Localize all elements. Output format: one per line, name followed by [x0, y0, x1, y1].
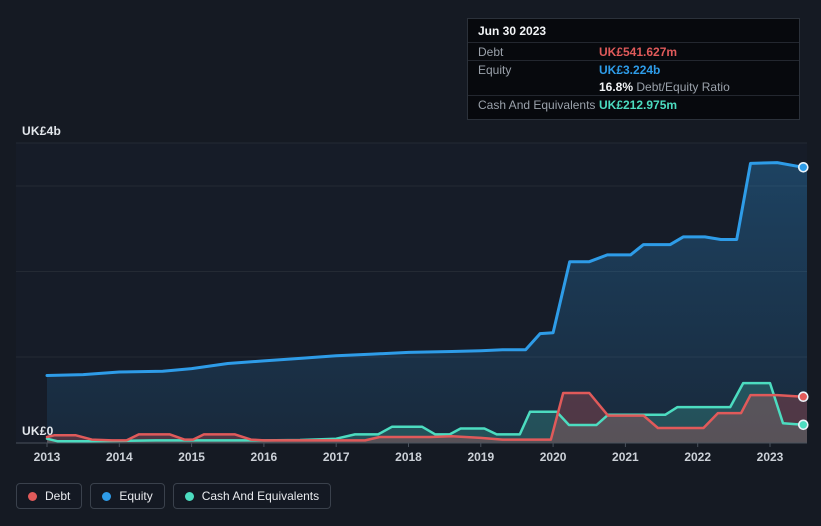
tooltip-divider — [468, 95, 799, 96]
cash-endpoint — [797, 419, 809, 431]
cash-area — [47, 383, 807, 443]
x-axis-year-label: 2017 — [322, 450, 350, 464]
debt-line — [45, 391, 809, 442]
tooltip-equity-value: UK£3.224b — [599, 62, 661, 77]
tooltip-equity-row: Equity UK£3.224b — [468, 61, 799, 78]
x-axis-year-label: 2022 — [684, 450, 712, 464]
tooltip-cash-value: UK£212.975m — [599, 97, 678, 112]
tooltip-divider — [468, 42, 799, 43]
tooltip-cash-row: Cash And Equivalents UK£212.975m — [468, 96, 799, 113]
debt-dot-icon — [28, 491, 37, 501]
x-axis-year-label: 2020 — [539, 450, 567, 464]
equity-area — [47, 162, 807, 443]
chart-legend: Debt Equity Cash And Equivalents — [16, 483, 332, 509]
tooltip-debt-label: Debt — [478, 44, 504, 59]
debt-endpoint — [797, 391, 809, 403]
tooltip-debt-value: UK£541.627m — [599, 44, 678, 59]
x-axis-year-label: 2015 — [178, 450, 205, 464]
x-axis-year-label: 2016 — [250, 450, 278, 464]
tooltip-divider — [468, 60, 799, 61]
y-axis-zero-label: UK£0 — [22, 424, 54, 438]
chart-tooltip: Jun 30 2023 Debt UK£541.627m Equity UK£3… — [467, 18, 800, 120]
debt-area — [47, 393, 807, 443]
x-axis-year-label: 2021 — [612, 450, 639, 464]
equity-line — [45, 161, 809, 377]
x-axis-year-label: 2018 — [395, 450, 422, 464]
tooltip-date: Jun 30 2023 — [478, 24, 547, 38]
legend-cash-label: Cash And Equivalents — [201, 489, 320, 503]
equity-endpoint — [797, 162, 809, 173]
tooltip-equity-label: Equity — [478, 62, 512, 77]
x-axis-year-label: 2019 — [467, 450, 495, 464]
tooltip-cash-label: Cash And Equivalents — [478, 97, 596, 112]
tooltip-debt-row: Debt UK£541.627m — [468, 43, 799, 60]
x-axis: 2013 2014 2015 2016 2017 2018 2019 2020 2021 2022… — [0, 450, 821, 468]
x-axis-year-label: 2013 — [33, 450, 61, 464]
legend-item-cash[interactable]: Cash And Equivalents — [172, 483, 332, 509]
y-axis-max-label: UK£4b — [22, 124, 62, 138]
x-axis-year-label: 2023 — [756, 450, 784, 464]
legend-debt-label: Debt — [45, 489, 71, 503]
tooltip-ratio-value: 16.8% — [599, 79, 634, 94]
legend-equity-label: Equity — [119, 489, 153, 503]
tooltip-ratio-row: 16.8% Debt/Equity Ratio — [468, 78, 799, 95]
cash-line — [45, 381, 809, 443]
cash-dot-icon — [184, 491, 194, 501]
tooltip-ratio-label: Debt/Equity Ratio — [636, 79, 730, 94]
x-axis-year-label: 2014 — [105, 450, 133, 464]
equity-dot-icon — [102, 491, 112, 501]
legend-item-debt[interactable]: Debt — [16, 483, 83, 509]
legend-item-equity[interactable]: Equity — [90, 483, 165, 509]
